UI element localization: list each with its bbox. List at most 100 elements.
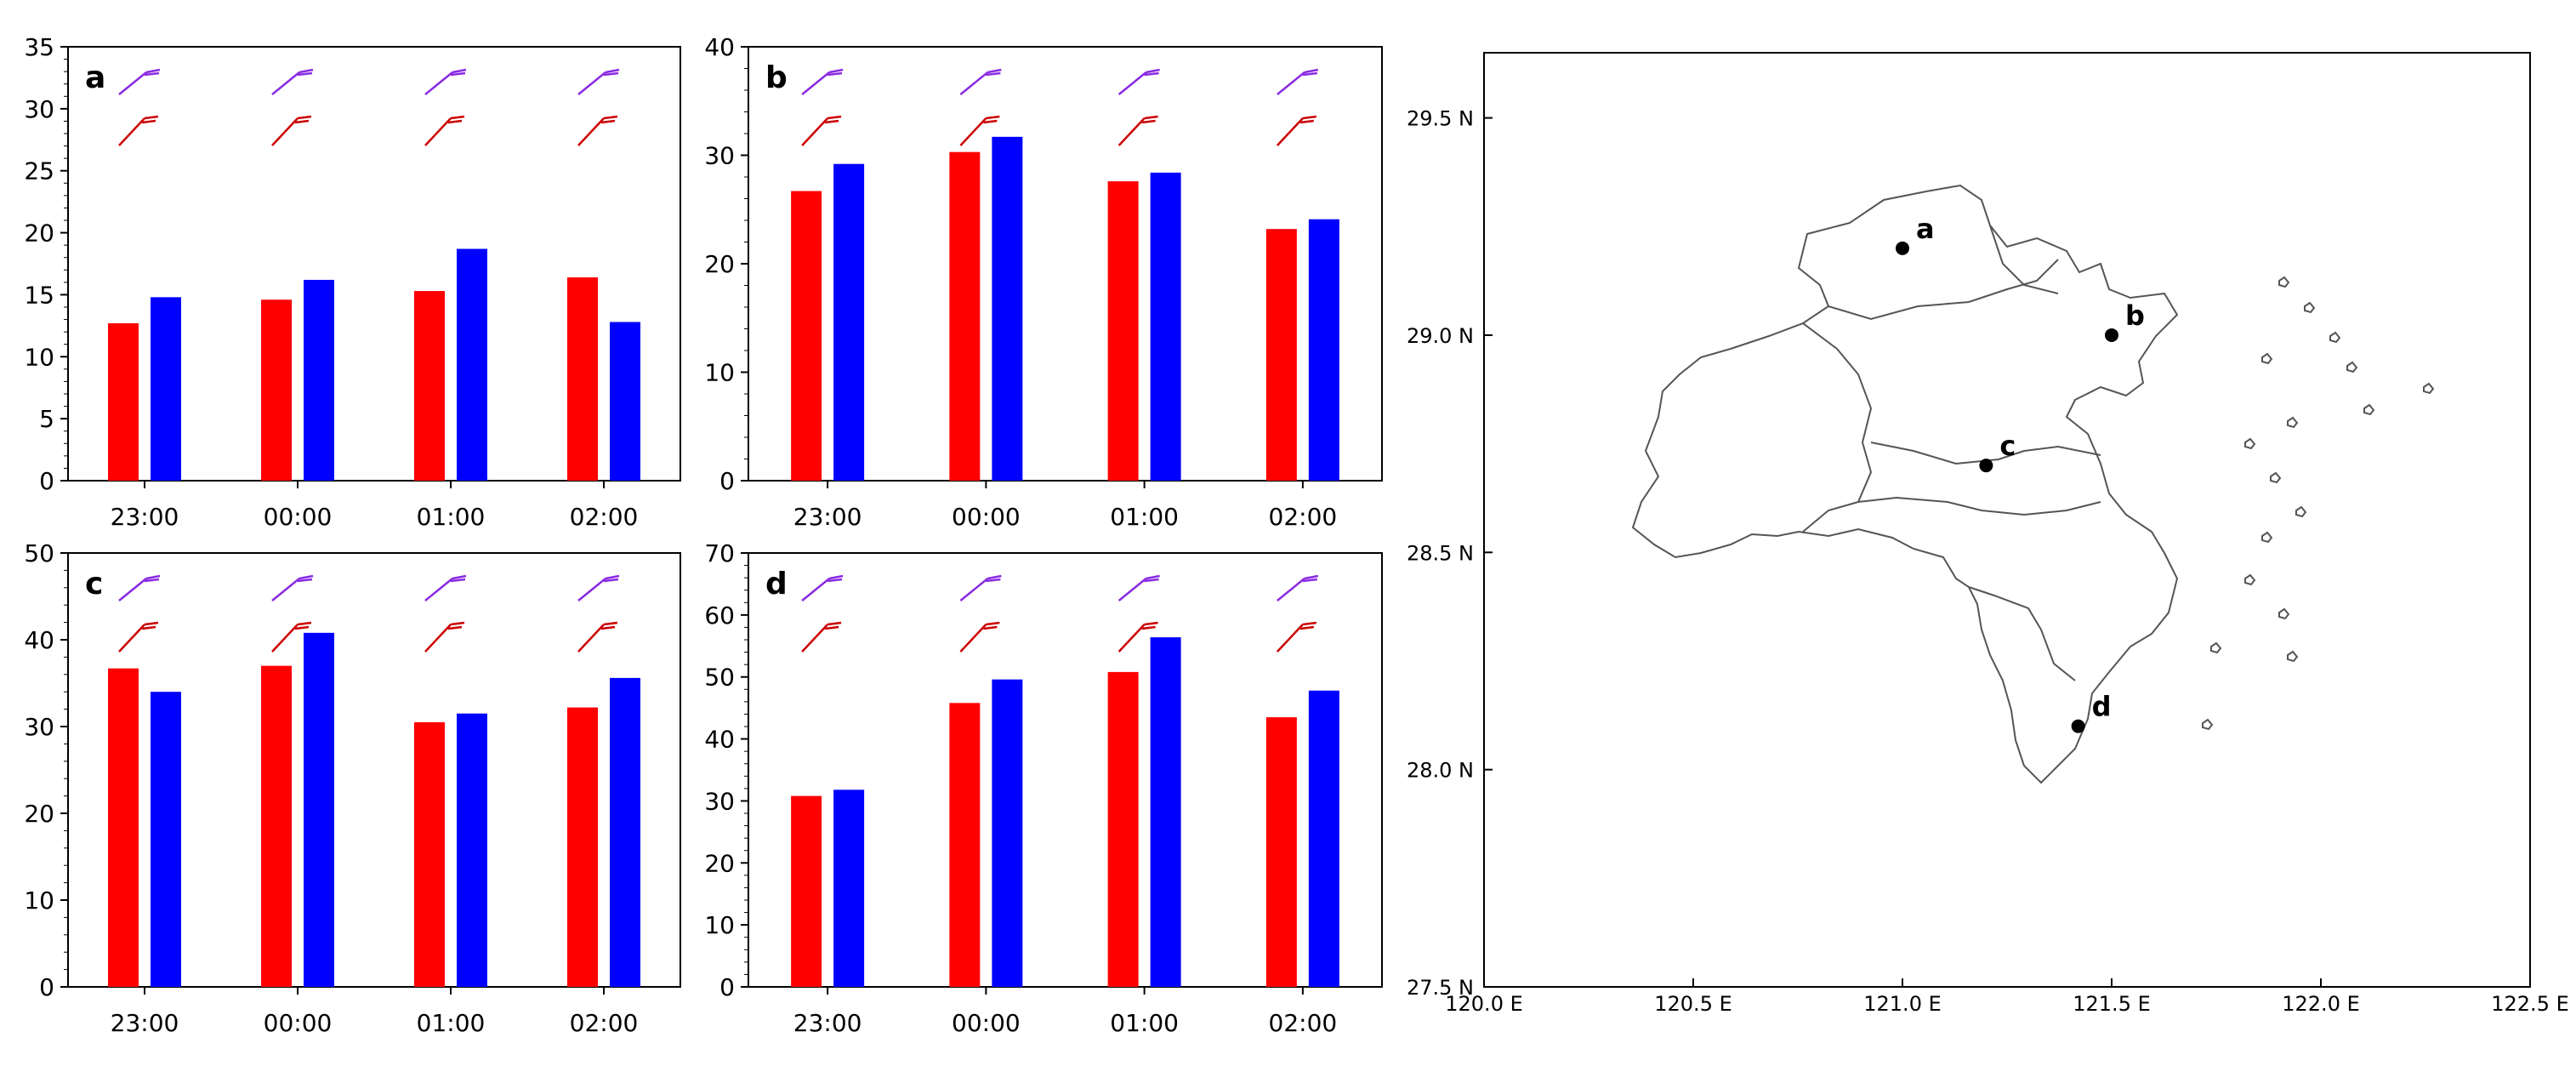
y-tick-label: 50	[24, 539, 54, 567]
y-tick-label: 15	[24, 281, 54, 309]
district-border	[1870, 442, 2101, 465]
y-tick-label: 5	[39, 405, 54, 433]
wind-barb-shaft-red	[577, 115, 618, 146]
map-panel: 120.0 E 120.5 E 121.0 E 121.5 E 122.0 E 122.5…	[1407, 52, 2569, 1016]
wind-barb-icon	[801, 115, 842, 146]
island-outline	[2363, 403, 2375, 416]
wind-barb-icon	[1117, 574, 1160, 601]
bar-red	[261, 665, 292, 987]
y-tick-label: 0	[719, 973, 735, 1001]
district-border	[1989, 225, 2059, 294]
x-tick-label: 01:00	[1110, 503, 1179, 531]
y-tick-label: 0	[719, 467, 735, 495]
wind-barb-shaft-red	[271, 115, 312, 146]
bar-red	[791, 795, 822, 987]
x-tick-label: 23:00	[793, 1009, 862, 1037]
y-tick-label: 20	[704, 849, 735, 877]
bar-blue	[457, 248, 487, 481]
x-tick-label: 23:00	[111, 1009, 179, 1037]
x-tick-label: 00:00	[264, 1009, 333, 1037]
island-outline	[2261, 531, 2273, 544]
x-tick-label: 02:00	[570, 503, 639, 531]
lat-tick-label: 28.5 N	[1407, 541, 1474, 565]
y-tick-label: 40	[24, 626, 54, 654]
x-tick-label: 23:00	[793, 503, 862, 531]
panel-label: b	[765, 60, 788, 95]
bar-blue	[1308, 219, 1339, 481]
island-outline	[2244, 437, 2256, 450]
island-outline	[2295, 505, 2307, 518]
island-outline	[2270, 471, 2282, 484]
bar-blue	[610, 322, 640, 481]
bar-red	[108, 668, 139, 987]
wind-barb-icon	[1117, 68, 1160, 95]
wind-barb-shaft-red	[1117, 115, 1158, 146]
panel-label: a	[85, 60, 105, 95]
bar-blue	[833, 790, 865, 987]
y-tick-label: 30	[704, 142, 735, 170]
wind-barb-shaft-purple	[118, 574, 161, 601]
district-border	[1968, 586, 2076, 681]
bar-red	[1265, 717, 1297, 987]
wind-barb-icon	[271, 115, 312, 146]
island-outline	[2278, 607, 2290, 620]
wind-barb-icon	[577, 68, 620, 95]
y-tick-label: 20	[704, 250, 735, 278]
region-boundaries	[1631, 184, 2435, 784]
wind-barb-icon	[959, 574, 1002, 601]
wind-barb-icon	[271, 621, 312, 653]
wind-barb-shaft-purple	[118, 68, 161, 95]
plot-frame	[67, 46, 681, 482]
wind-barb-shaft-red	[959, 621, 1000, 653]
district-border	[1802, 322, 1873, 533]
wind-barb-icon	[118, 115, 159, 146]
wind-barb-icon	[959, 68, 1002, 95]
y-tick-label: 0	[39, 973, 54, 1001]
bar-panel-c: 0 10 20 30 40 50 23:00 00:00 01:00 02:00 c	[24, 539, 681, 1037]
wind-barb-shaft-purple	[801, 574, 844, 601]
wind-barb-shaft-purple	[801, 68, 844, 95]
bar-blue	[304, 279, 334, 481]
lon-tick-label: 121.5 E	[2073, 992, 2151, 1016]
x-tick-label: 01:00	[417, 503, 486, 531]
wind-barb-shaft-purple	[424, 574, 467, 601]
wind-barb-shaft-red	[424, 621, 465, 653]
panel-label: d	[765, 567, 788, 601]
y-tick-label: 30	[704, 787, 735, 815]
island-outline	[2287, 416, 2299, 429]
bar-panels: 0 5 10 15 20 25 30 35 23:00 00:00 01:00 02:00 a 0 10 20…	[24, 33, 1383, 1037]
bar-red	[1107, 671, 1139, 987]
bar-blue	[610, 677, 640, 987]
wind-barb-shaft-purple	[959, 574, 1002, 601]
bar-panel-d: 0 10 20 30 40 50 60 70 23:00 00:00 01:00 02:00 d	[704, 539, 1383, 1037]
x-tick-label: 00:00	[952, 503, 1021, 531]
x-tick-label: 02:00	[570, 1009, 639, 1037]
wind-barb-icon	[271, 68, 314, 95]
y-tick-label: 40	[704, 33, 735, 61]
station-point	[1896, 241, 1909, 255]
island-outline	[2287, 650, 2299, 663]
station-label: a	[1916, 213, 1935, 245]
wind-barb-shaft-red	[577, 621, 618, 653]
wind-barb-icon	[1117, 115, 1158, 146]
wind-barb-shaft-purple	[1277, 574, 1319, 601]
bar-blue	[1150, 637, 1181, 987]
island-outline	[2244, 573, 2256, 586]
wind-barb-icon	[118, 68, 161, 95]
y-tick-label: 10	[24, 886, 54, 915]
wind-barb-icon	[118, 621, 159, 653]
wind-barb-icon	[959, 115, 1000, 146]
y-tick-label: 25	[24, 157, 54, 185]
wind-barb-icon	[118, 574, 161, 601]
wind-barb-icon	[1276, 115, 1317, 146]
x-tick-label: 01:00	[1110, 1009, 1179, 1037]
y-tick-label: 35	[24, 33, 54, 61]
wind-barb-icon	[424, 621, 465, 653]
lon-tick-label: 120.5 E	[1654, 992, 1732, 1016]
bar-red	[949, 703, 981, 987]
plot-frame	[748, 552, 1383, 988]
bar-blue	[992, 679, 1023, 987]
bar-red	[414, 721, 445, 987]
bar-red	[1265, 229, 1297, 481]
